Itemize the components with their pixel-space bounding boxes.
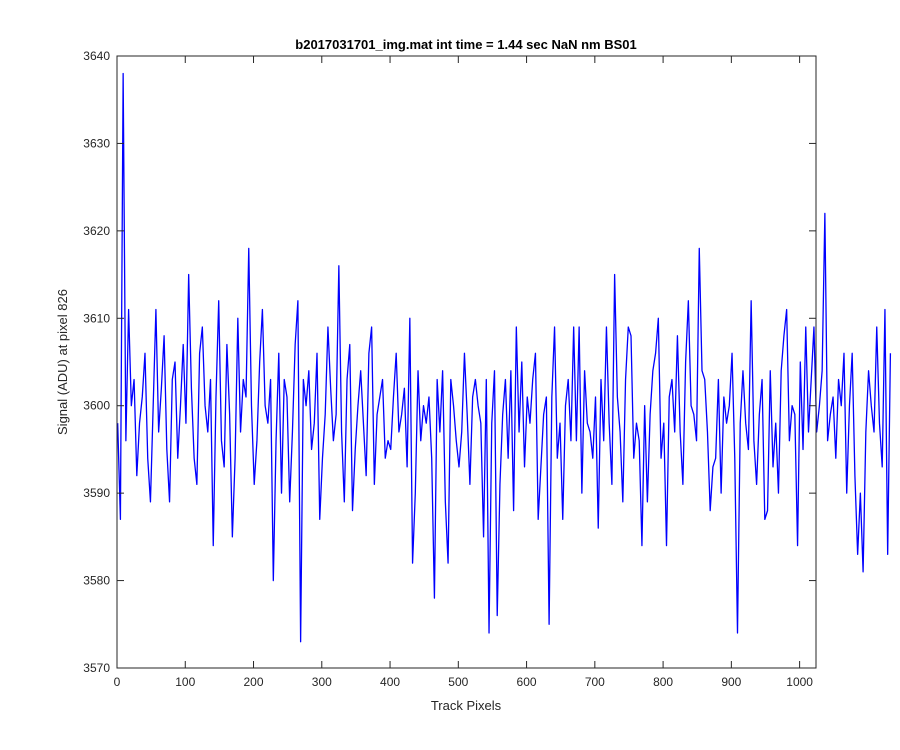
- x-tick-label: 100: [175, 675, 195, 689]
- x-tick-label: 200: [244, 675, 264, 689]
- y-tick-label: 3610: [83, 311, 110, 325]
- y-tick-label: 3590: [83, 486, 110, 500]
- x-axis-label: Track Pixels: [431, 698, 502, 713]
- x-tick-label: 500: [448, 675, 468, 689]
- y-tick-label: 3570: [83, 661, 110, 675]
- axes-box: [116, 55, 817, 669]
- y-axis-label: Signal (ADU) at pixel 826: [55, 289, 70, 435]
- x-tick-label: 800: [653, 675, 673, 689]
- chart-title: b2017031701_img.mat int time = 1.44 sec …: [295, 37, 636, 52]
- x-tick-label: 600: [517, 675, 537, 689]
- x-tick-label: 700: [585, 675, 605, 689]
- x-tick-label: 300: [312, 675, 332, 689]
- x-tick-label: 400: [380, 675, 400, 689]
- y-tick-label: 3620: [83, 224, 110, 238]
- x-tick-label: 900: [721, 675, 741, 689]
- plot-area: [117, 56, 816, 668]
- y-tick-label: 3600: [83, 399, 110, 413]
- axes-layer: 0 100 200 300 400 500 600 700 800 900 1000 3570 3580…: [83, 49, 817, 689]
- y-tick-label: 3580: [83, 574, 110, 588]
- x-tick-label: 1000: [786, 675, 813, 689]
- y-tick-label: 3640: [83, 49, 110, 63]
- series-layer: [117, 72, 892, 643]
- y-tick-label: 3630: [83, 136, 110, 150]
- x-tick-label: 0: [114, 675, 121, 689]
- series-line-0: [117, 72, 892, 643]
